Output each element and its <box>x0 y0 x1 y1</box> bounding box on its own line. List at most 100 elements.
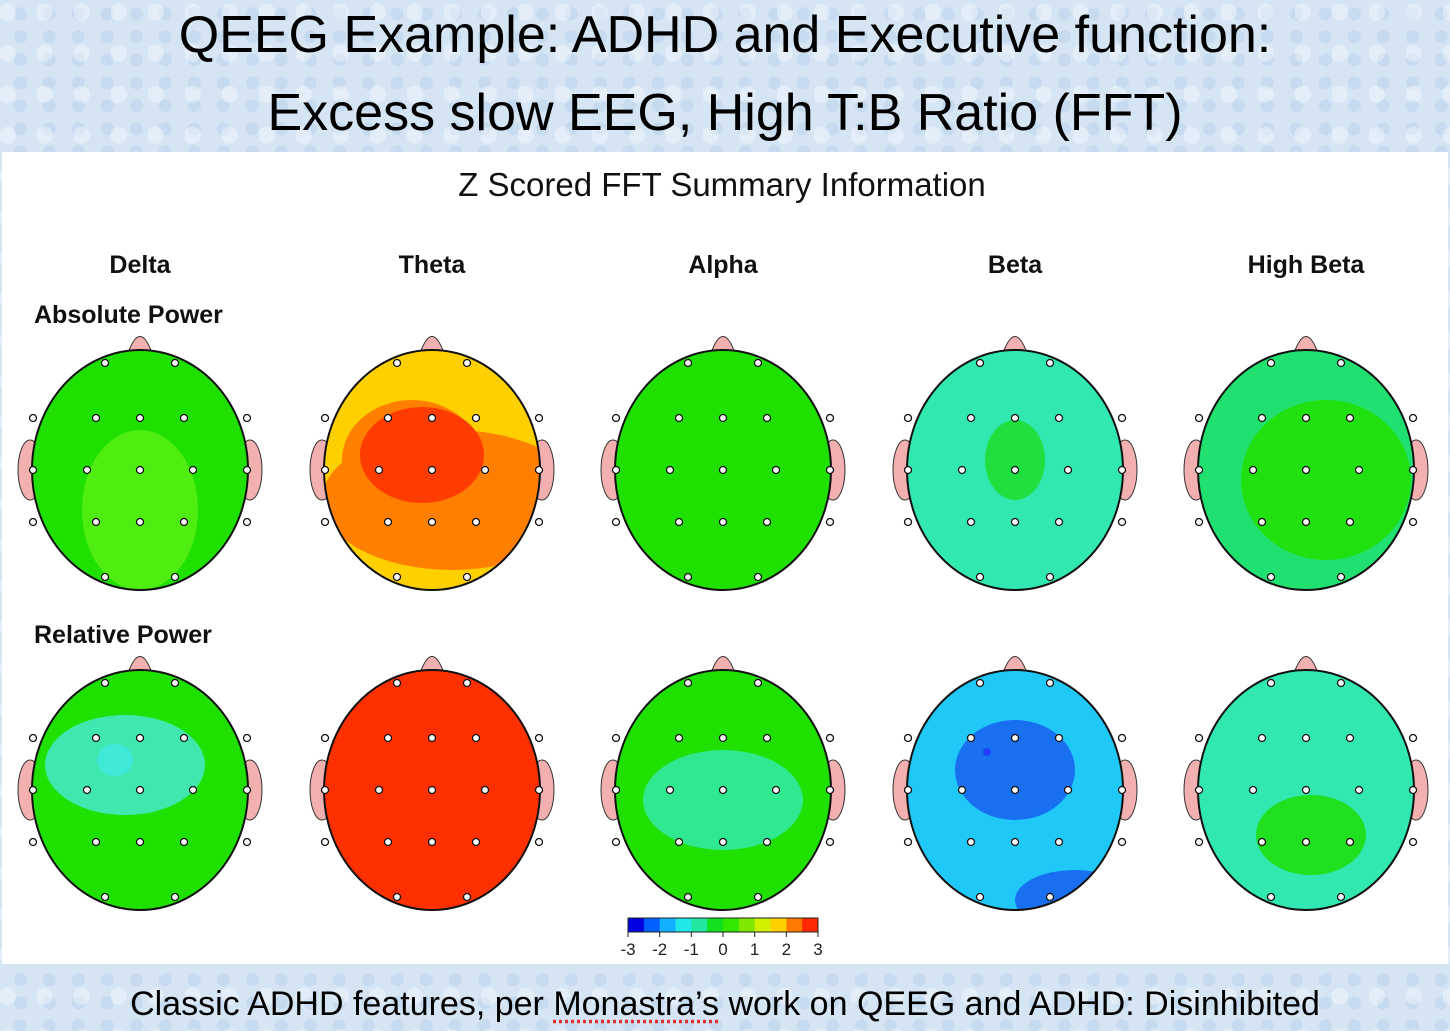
electrode-marker <box>1045 572 1055 582</box>
electrode-marker <box>82 465 92 475</box>
electrode-marker <box>611 413 621 423</box>
electrode-marker <box>1248 465 1258 475</box>
title-line-1: QEEG Example: ADHD and Executive functio… <box>178 6 1272 64</box>
electrode-marker <box>825 413 835 423</box>
colorbar-tick-label: -3 <box>620 940 635 959</box>
electrode-marker <box>1010 733 1020 743</box>
electrode-marker <box>718 733 728 743</box>
electrode-marker <box>135 517 145 527</box>
electrode-marker <box>762 733 772 743</box>
electrode-marker <box>534 517 544 527</box>
electrode-marker <box>471 413 481 423</box>
electrode-marker <box>1408 837 1418 847</box>
electrode-marker <box>135 837 145 847</box>
electrode-marker <box>1301 785 1311 795</box>
electrode-marker <box>1117 413 1127 423</box>
electrode-marker <box>188 785 198 795</box>
electrode-marker <box>383 413 393 423</box>
electrode-marker <box>1063 465 1073 475</box>
electrode-marker <box>1266 572 1276 582</box>
electrode-marker <box>1010 517 1020 527</box>
electrode-marker <box>471 837 481 847</box>
colorbar-segment <box>754 918 771 932</box>
footer-misspelled-word: Monastra’s <box>553 985 719 1023</box>
electrode-marker <box>903 733 913 743</box>
title-line-2: Excess slow EEG, High T:B Ratio (FFT) <box>267 84 1183 142</box>
electrode-marker <box>718 837 728 847</box>
electrode-marker <box>383 517 393 527</box>
electrode-marker <box>82 785 92 795</box>
colorbar-segment <box>707 918 724 932</box>
electrode-marker <box>242 785 252 795</box>
electrode-marker <box>1054 517 1064 527</box>
electrode-marker <box>1345 413 1355 423</box>
electrode-marker <box>753 358 763 368</box>
electrode-marker <box>611 733 621 743</box>
electrode-marker <box>170 358 180 368</box>
row-label-relative-power: Relative Power <box>34 621 212 649</box>
electrode-marker <box>683 892 693 902</box>
electrode-marker <box>179 517 189 527</box>
slide-footer: Classic ADHD features, per Monastra’s wo… <box>0 985 1450 1024</box>
electrode-marker <box>242 413 252 423</box>
electrode-marker <box>427 413 437 423</box>
electrode-marker <box>1408 413 1418 423</box>
electrode-marker <box>28 517 38 527</box>
electrode-marker <box>1054 733 1064 743</box>
electrode-marker <box>903 517 913 527</box>
electrode-marker <box>1266 678 1276 688</box>
electrode-marker <box>28 413 38 423</box>
electrode-marker <box>28 733 38 743</box>
electrode-marker <box>242 733 252 743</box>
electrode-marker <box>966 837 976 847</box>
electrode-marker <box>1301 413 1311 423</box>
electrode-marker <box>91 413 101 423</box>
electrode-marker <box>1045 892 1055 902</box>
electrode-marker <box>242 517 252 527</box>
band-label-delta: Delta <box>109 251 171 279</box>
electrode-marker <box>91 517 101 527</box>
electrode-marker <box>825 733 835 743</box>
colorbar-tick-label: -2 <box>652 940 667 959</box>
electrode-marker <box>427 465 437 475</box>
electrode-marker <box>975 678 985 688</box>
colorbar-tick-label: 3 <box>813 940 822 959</box>
electrode-marker <box>1408 785 1418 795</box>
qeeg-figure-panel: Z Scored FFT Summary Information Delta T… <box>2 152 1448 964</box>
electrode-marker <box>1336 572 1346 582</box>
electrode-marker <box>1301 517 1311 527</box>
electrode-marker <box>718 517 728 527</box>
electrode-marker <box>427 517 437 527</box>
electrode-marker <box>462 892 472 902</box>
electrode-marker <box>179 837 189 847</box>
electrode-marker <box>320 733 330 743</box>
colorbar: -3 -2 -1 0 1 2 3 <box>620 917 823 959</box>
electrode-marker <box>665 465 675 475</box>
electrode-marker <box>427 733 437 743</box>
electrode-marker <box>825 517 835 527</box>
topomap-absolute-delta <box>17 336 263 591</box>
electrode-marker <box>383 837 393 847</box>
electrode-marker <box>179 413 189 423</box>
electrode-marker <box>1117 517 1127 527</box>
electrode-marker <box>1336 358 1346 368</box>
electrode-marker <box>1194 733 1204 743</box>
electrode-marker <box>320 465 330 475</box>
colorbar-segment <box>770 918 787 932</box>
electrode-marker <box>674 413 684 423</box>
electrode-marker <box>1117 837 1127 847</box>
electrode-marker <box>471 517 481 527</box>
electrode-marker <box>427 785 437 795</box>
electrode-marker <box>534 837 544 847</box>
electrode-marker <box>1257 413 1267 423</box>
row-label-absolute-power: Absolute Power <box>34 301 223 329</box>
electrode-marker <box>762 837 772 847</box>
electrode-marker <box>1301 733 1311 743</box>
electrode-marker <box>179 733 189 743</box>
electrode-marker <box>1354 465 1364 475</box>
colorbar-segment <box>675 918 692 932</box>
electrode-marker <box>611 465 621 475</box>
electrode-marker <box>28 465 38 475</box>
electrode-marker <box>1354 785 1364 795</box>
electrode-marker <box>1257 837 1267 847</box>
